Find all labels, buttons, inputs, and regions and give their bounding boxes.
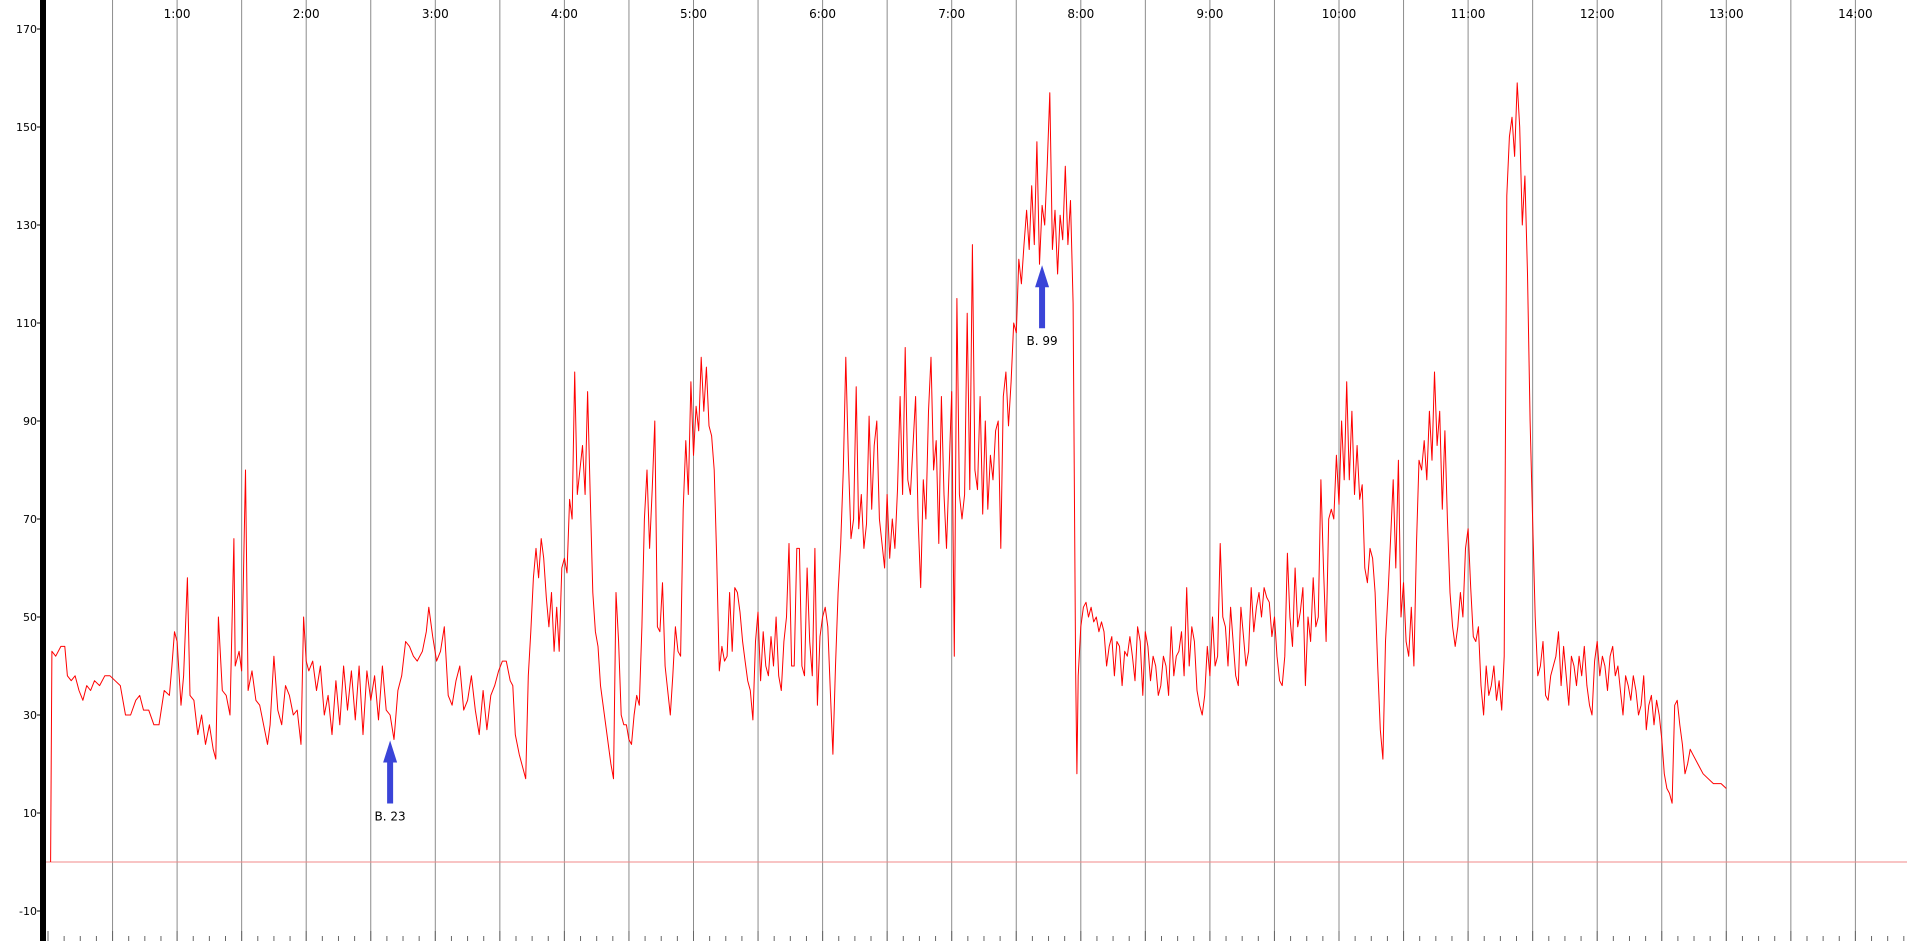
y-tick-label: 30 <box>23 709 37 722</box>
bottom-minor-ticks <box>47 931 1905 941</box>
y-tick-label: 150 <box>16 121 37 134</box>
y-tick-label: 50 <box>23 611 37 624</box>
annotations: B. 23 B. 99 <box>375 265 1058 824</box>
y-tick-label: 10 <box>23 807 37 820</box>
annotation-arrow-icon <box>1035 265 1050 329</box>
x-tick-label: 9:00 <box>1196 7 1223 21</box>
y-tick-label: 170 <box>16 23 37 36</box>
x-tick-label: 11:00 <box>1451 7 1486 21</box>
annotation-label: B. 23 <box>375 810 406 824</box>
annotation: B. 23 <box>375 740 406 824</box>
y-tick-label: 130 <box>16 219 37 232</box>
x-tick-label: 13:00 <box>1709 7 1744 21</box>
y-tick-labels: 170 150 130 110 90 70 50 30 10 -10 <box>16 23 40 918</box>
x-tick-label: 3:00 <box>422 7 449 21</box>
series-layer <box>50 82 1727 863</box>
annotation-arrow-icon <box>383 740 398 804</box>
x-tick-label: 12:00 <box>1580 7 1615 21</box>
x-tick-label: 7:00 <box>938 7 965 21</box>
x-tick-labels: 1:00 2:00 3:00 4:00 5:00 6:00 7:00 8:00 9:00 10:0… <box>164 7 1873 21</box>
x-tick-label: 1:00 <box>164 7 191 21</box>
y-tick-label: 90 <box>23 415 37 428</box>
x-tick-label: 10:00 <box>1322 7 1357 21</box>
annotation: B. 99 <box>1026 265 1058 348</box>
y-axis-bar <box>40 0 46 941</box>
x-tick-label: 2:00 <box>293 7 320 21</box>
y-tick-label: 110 <box>16 317 37 330</box>
x-tick-label: 4:00 <box>551 7 578 21</box>
x-tick-label: 6:00 <box>809 7 836 21</box>
x-tick-label: 5:00 <box>680 7 707 21</box>
vertical-gridlines <box>112 0 1856 941</box>
y-tick-label: -10 <box>19 905 37 918</box>
x-tick-label: 8:00 <box>1067 7 1094 21</box>
x-tick-label: 14:00 <box>1838 7 1873 21</box>
y-tick-label: 70 <box>23 513 37 526</box>
series-line <box>50 82 1727 863</box>
annotation-label: B. 99 <box>1026 334 1057 348</box>
